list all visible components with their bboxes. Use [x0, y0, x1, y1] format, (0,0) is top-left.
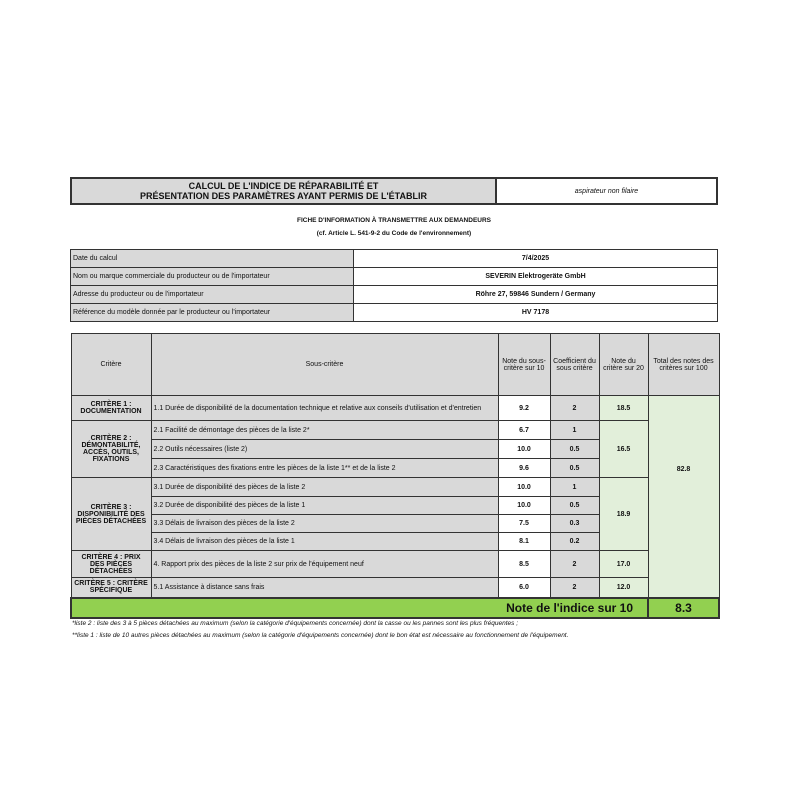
criterion-score: 12.0 [598, 577, 649, 598]
sub-criterion-note: 7.5 [497, 514, 551, 533]
info-value: 7/4/2025 [353, 249, 718, 268]
sub-criterion-coef: 2 [549, 577, 600, 598]
info-value: HV 7178 [353, 303, 718, 322]
info-table: Date du calcul 7/4/2025 Nom ou marque comm… [70, 249, 718, 322]
sub-criterion-coef: 2 [549, 550, 600, 578]
info-label: Référence du modèle donnée par le produc… [70, 303, 354, 322]
title-line2: PRÉSENTATION DES PARAMÈTRES AYANT PERMIS… [139, 191, 427, 201]
table-row: 3.3 Délais de livraison des pièces de la… [71, 514, 719, 533]
sub-criterion-note: 8.5 [497, 550, 551, 578]
footnote-2: **liste 1 : liste de 10 autres pièces dé… [72, 632, 569, 639]
sub-criterion-label: 5.1 Assistance à distance sans frais [150, 577, 499, 598]
criterion-score: 17.0 [598, 550, 649, 578]
footnote-1: *liste 2 : liste des 3 à 5 pièces détach… [72, 620, 519, 627]
sub-criterion-note: 8.1 [497, 532, 551, 551]
table-row: 2.2 Outils nécessaires (liste 2) 10.0 0.5 [71, 439, 719, 459]
col-total: Total des notes des critères sur 100 [647, 333, 720, 396]
info-row: Référence du modèle donnée par le produc… [70, 303, 718, 322]
subtitle-line1: FICHE D'INFORMATION À TRANSMETTRE AUX DE… [296, 217, 491, 224]
sub-criterion-coef: 0.5 [549, 458, 600, 478]
col-critere: Critère [70, 333, 152, 396]
sub-criterion-coef: 0.5 [549, 496, 600, 515]
index-row: Note de l'indice sur 10 8.3 [70, 596, 720, 619]
info-value: Röhre 27, 59846 Sundern / Germany [353, 285, 718, 304]
criterion-name: CRITÈRE 5 : CRITÈRE SPÉCIFIQUE [70, 577, 152, 598]
sub-criterion-coef: 0.2 [549, 532, 600, 551]
criterion-score: 18.5 [598, 395, 649, 421]
title-header: CALCUL DE L'INDICE DE RÉPARABILITÉ ET PRÉ… [70, 177, 718, 205]
criterion-name: CRITÈRE 1 : DOCUMENTATION [70, 395, 152, 421]
index-value: 8.3 [647, 596, 720, 619]
sub-criterion-note: 10.0 [497, 439, 551, 459]
sub-criterion-note: 9.6 [497, 458, 551, 478]
info-label: Adresse du producteur ou de l'importateu… [70, 285, 354, 304]
sub-criterion-note: 9.2 [497, 395, 551, 421]
table-row: 3.2 Durée de disponibilité des pièces de… [71, 496, 719, 515]
info-label: Date du calcul [70, 249, 354, 268]
document-title: CALCUL DE L'INDICE DE RÉPARABILITÉ ET PRÉ… [70, 177, 497, 205]
sub-criterion-coef: 2 [549, 395, 600, 421]
sub-criterion-label: 4. Rapport prix des pièces de la liste 2… [150, 550, 499, 578]
criterion-name: CRITÈRE 2 : DÉMONTABILITÉ, ACCÈS, OUTILS… [70, 420, 152, 478]
criterion-name: CRITÈRE 3 : DISPONIBILITÉ DES PIÈCES DÉT… [70, 477, 152, 551]
table-row: 3.4 Délais de livraison des pièces de la… [71, 532, 719, 551]
sub-criterion-label: 3.3 Délais de livraison des pièces de la… [150, 514, 499, 533]
sub-criterion-coef: 0.5 [549, 439, 600, 459]
info-value: SEVERIN Elektrogeräte GmbH [353, 267, 718, 286]
sub-criterion-label: 2.2 Outils nécessaires (liste 2) [150, 439, 499, 459]
table-row: CRITÈRE 4 : PRIX DES PIÈCES DÉTACHÉES 4. … [70, 550, 719, 578]
sub-criterion-note: 10.0 [497, 477, 551, 497]
title-line1: CALCUL DE L'INDICE DE RÉPARABILITÉ ET [188, 181, 379, 191]
index-label: Note de l'indice sur 10 [70, 596, 649, 619]
sub-criterion-label: 3.2 Durée de disponibilité des pièces de… [150, 496, 499, 515]
criterion-name: CRITÈRE 4 : PRIX DES PIÈCES DÉTACHÉES [70, 550, 152, 578]
product-type: aspirateur non filaire [495, 177, 718, 205]
info-row: Date du calcul 7/4/2025 [70, 249, 718, 268]
table-row: CRITÈRE 2 : DÉMONTABILITÉ, ACCÈS, OUTILS… [70, 420, 719, 478]
table-row: CRITÈRE 1 : DOCUMENTATION 1.1 Durée de di… [70, 395, 720, 598]
sub-criterion-label: 2.1 Facilité de démontage des pièces de … [150, 420, 499, 440]
col-coef: Coefficient du sous critère [549, 333, 600, 396]
sub-criterion-label: 2.3 Caractéristiques des fixations entre… [150, 458, 499, 478]
table-row: 2.3 Caractéristiques des fixations entre… [71, 458, 719, 478]
info-row: Nom ou marque commerciale du producteur … [70, 267, 718, 286]
col-sous-critere: Sous-critère [150, 333, 499, 396]
subtitle-line2: (cf. Article L. 541-9-2 du Code de l'env… [316, 230, 472, 237]
criterion-score: 18.9 [598, 477, 649, 551]
col-note-critere: Note du critère sur 20 [598, 333, 649, 396]
total-score: 82.8 [647, 395, 720, 598]
sub-criterion-note: 6.0 [497, 577, 551, 598]
sub-criterion-note: 10.0 [497, 496, 551, 515]
criterion-score: 16.5 [598, 420, 649, 478]
table-row: CRITÈRE 5 : CRITÈRE SPÉCIFIQUE 5.1 Assist… [70, 577, 719, 598]
col-note-sous: Note du sous-critère sur 10 [497, 333, 551, 396]
criteria-table: Critère Sous-critère Note du sous-critèr… [70, 333, 720, 619]
info-row: Adresse du producteur ou de l'importateu… [70, 285, 718, 304]
sub-criterion-label: 1.1 Durée de disponibilité de la documen… [150, 395, 499, 421]
sub-criterion-label: 3.1 Durée de disponibilité des pièces de… [150, 477, 499, 497]
sub-criterion-coef: 1 [549, 477, 600, 497]
table-row: CRITÈRE 3 : DISPONIBILITÉ DES PIÈCES DÉT… [70, 477, 719, 551]
sub-criterion-coef: 0.3 [549, 514, 600, 533]
sub-criterion-coef: 1 [549, 420, 600, 440]
sub-criterion-note: 6.7 [497, 420, 551, 440]
subtitle: FICHE D'INFORMATION À TRANSMETTRE AUX DE… [70, 214, 718, 240]
info-label: Nom ou marque commerciale du producteur … [70, 267, 354, 286]
sub-criterion-label: 3.4 Délais de livraison des pièces de la… [150, 532, 499, 551]
